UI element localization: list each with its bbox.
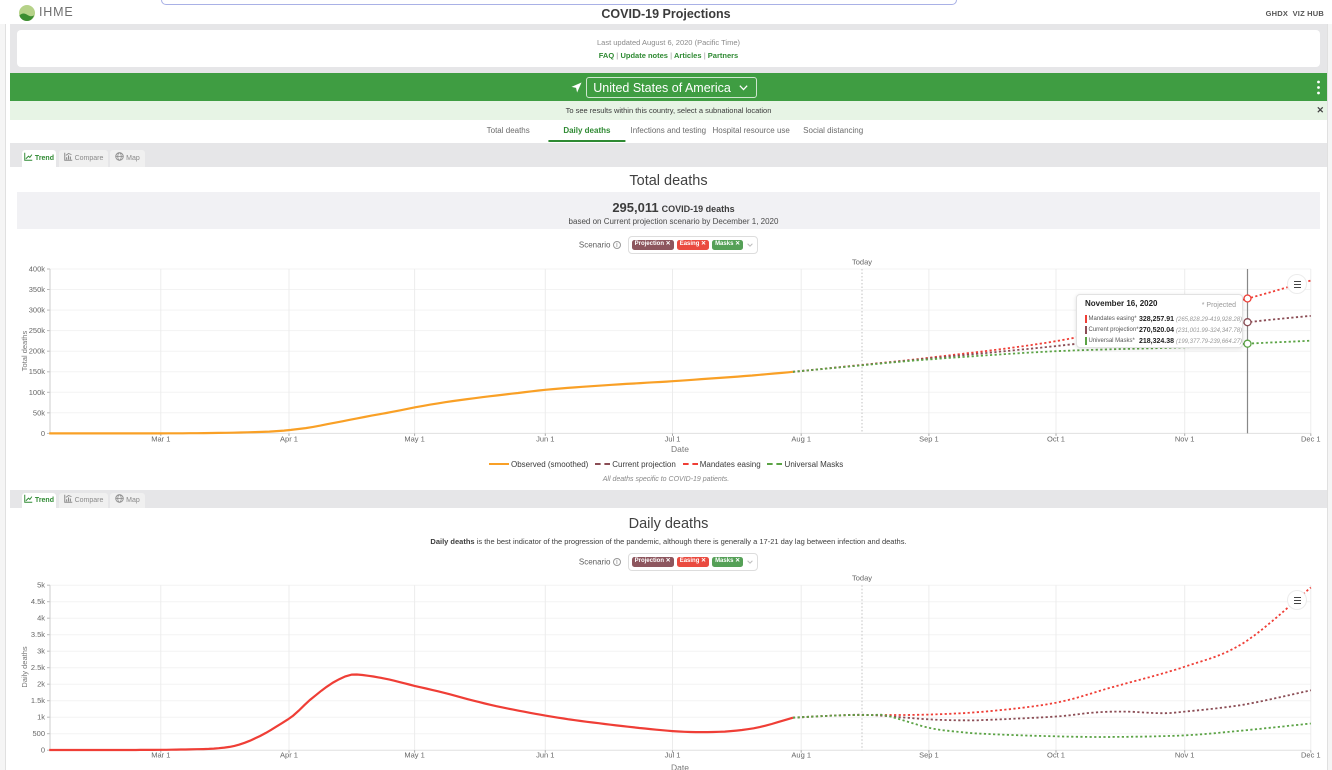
svg-text:Jun 1: Jun 1 — [536, 435, 554, 444]
svg-text:Daily deaths: Daily deaths — [20, 646, 29, 688]
svg-text:Aug 1: Aug 1 — [791, 435, 811, 444]
svg-text:250k: 250k — [29, 326, 46, 335]
svg-text:1k: 1k — [37, 713, 45, 722]
svg-text:350k: 350k — [29, 285, 46, 294]
svg-text:100k: 100k — [29, 388, 46, 397]
svg-text:Jul 1: Jul 1 — [665, 751, 681, 760]
svg-text:Jul 1: Jul 1 — [665, 435, 681, 444]
svg-text:200k: 200k — [29, 347, 46, 356]
svg-text:3.5k: 3.5k — [31, 630, 45, 639]
svg-text:1.5k: 1.5k — [31, 696, 45, 705]
svg-text:0: 0 — [41, 746, 45, 755]
svg-text:2k: 2k — [37, 680, 45, 689]
svg-text:400k: 400k — [29, 265, 46, 274]
svg-text:Sep 1: Sep 1 — [919, 751, 939, 760]
svg-text:3k: 3k — [37, 647, 45, 656]
svg-text:Dec 1: Dec 1 — [1301, 435, 1321, 444]
svg-text:Oct 1: Oct 1 — [1047, 435, 1065, 444]
svg-text:Date: Date — [671, 444, 689, 454]
svg-text:300k: 300k — [29, 306, 46, 315]
svg-text:May 1: May 1 — [404, 435, 424, 444]
svg-text:Sep 1: Sep 1 — [919, 435, 939, 444]
svg-text:Mar 1: Mar 1 — [151, 435, 170, 444]
svg-text:Oct 1: Oct 1 — [1047, 751, 1065, 760]
svg-text:Aug 1: Aug 1 — [791, 751, 811, 760]
svg-text:500: 500 — [32, 729, 45, 738]
svg-text:150k: 150k — [29, 367, 46, 376]
svg-text:Nov 1: Nov 1 — [1175, 435, 1195, 444]
svg-text:0: 0 — [41, 429, 45, 438]
svg-text:Today: Today — [852, 258, 872, 267]
svg-text:Mar 1: Mar 1 — [151, 751, 170, 760]
svg-text:50k: 50k — [33, 408, 45, 417]
svg-text:May 1: May 1 — [404, 751, 424, 760]
svg-text:Dec 1: Dec 1 — [1301, 751, 1321, 760]
svg-text:Jun 1: Jun 1 — [536, 751, 554, 760]
svg-text:4.5k: 4.5k — [31, 597, 45, 606]
svg-text:2.5k: 2.5k — [31, 663, 45, 672]
svg-text:4k: 4k — [37, 614, 45, 623]
svg-text:Total deaths: Total deaths — [20, 331, 29, 372]
svg-text:Apr 1: Apr 1 — [280, 435, 298, 444]
svg-text:Today: Today — [852, 574, 872, 583]
svg-text:5k: 5k — [37, 581, 45, 590]
svg-text:Apr 1: Apr 1 — [280, 751, 298, 760]
svg-text:Date: Date — [671, 763, 689, 770]
svg-text:Nov 1: Nov 1 — [1175, 751, 1195, 760]
